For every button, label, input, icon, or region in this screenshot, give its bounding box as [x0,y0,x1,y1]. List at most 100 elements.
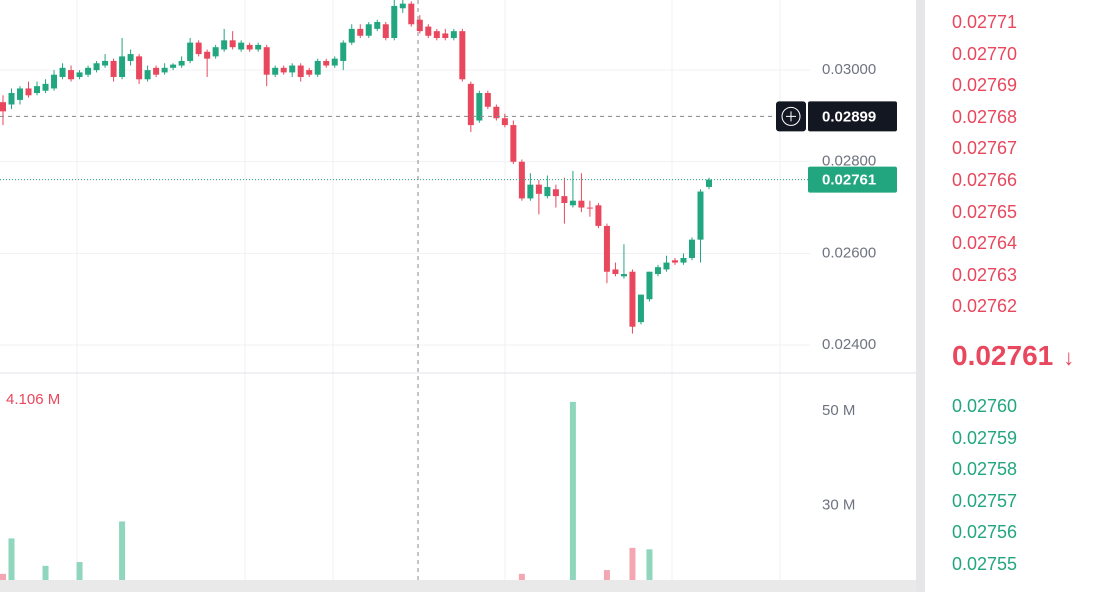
y-tick-label: 0.02800 [822,153,876,170]
vertical-grid [76,0,781,580]
candle-body [212,47,219,57]
candle-body [416,19,423,32]
candle-body [620,274,627,277]
candle-body [263,47,270,75]
candle-body [476,93,483,121]
candle-body [161,67,168,73]
volume-bar [8,538,15,580]
candle-body [289,65,296,73]
candle-body [323,60,330,66]
candle-body [612,269,619,275]
ask-price[interactable]: 0.02766 [952,170,1018,190]
candle-body [697,191,704,240]
candle-body [663,262,670,270]
candle-body [603,225,610,272]
candle-body [297,65,304,77]
candle-body [442,33,449,39]
candle-body [331,58,338,66]
candle-body [518,161,525,199]
last-price-value: 0.02761 [952,340,1054,371]
candle-body [280,67,287,73]
candle-body [433,31,440,39]
candle-body [25,88,32,96]
candle-body [391,5,398,39]
volume-bar [569,401,576,580]
candle-body [59,67,66,77]
candle-body [229,40,236,48]
candle-body [595,205,602,226]
divider [916,0,925,592]
y-tick-label: 0.02400 [822,336,876,353]
candle-body [17,88,24,100]
crosshair-price-label: 0.02899 [822,108,876,125]
candle-body [467,83,474,126]
direction-arrow: ↓ [1063,345,1075,370]
candle-body [399,3,406,9]
plus-icon-cross [786,111,796,122]
candle-body [561,196,568,203]
bid-price[interactable]: 0.02757 [952,490,1018,511]
candle-body [484,93,491,107]
candle-body [544,186,551,197]
volume-bar [42,565,49,580]
candle-body [153,67,160,75]
candle-body [144,70,151,80]
bid-price[interactable]: 0.02758 [952,459,1018,480]
candle-body [569,200,576,206]
candle-body [136,56,143,80]
ask-price[interactable]: 0.02763 [952,264,1018,285]
candle-body [238,42,245,50]
candle-body [119,56,126,77]
candle-body [348,28,355,43]
volume-bar [646,549,653,580]
candle-body [680,257,687,263]
candle-body [493,106,500,119]
plus-icon [781,106,801,126]
candle-body [8,93,15,105]
ask-price[interactable]: 0.02767 [952,138,1018,159]
candle-body [527,184,534,199]
candle-body [629,271,636,327]
candle-body [365,24,372,36]
candle-body [314,60,321,75]
order-book: 0.02761 ↓ 0.02771 0.02770 0.02769 0.02768 0.0… [925,0,1119,592]
candle-body [459,31,466,80]
candle-body [340,42,347,61]
candle-body [204,51,211,59]
ask-price[interactable]: 0.02771 [952,12,1018,32]
volume-label: 4.106 M [6,391,60,408]
candle-body [34,86,41,94]
ask-price[interactable]: 0.02769 [952,75,1018,96]
candle-body [127,54,134,61]
candle-body [501,118,508,126]
ask-price[interactable]: 0.02765 [952,201,1018,222]
bid-price[interactable]: 0.02756 [952,522,1018,543]
candle-body [374,21,381,29]
volume-tick-label: 50 M [822,402,855,419]
last-price-label: 0.02761 [822,172,876,189]
y-tick-label: 0.03000 [822,61,876,78]
candle-body [646,271,653,300]
bid-price[interactable]: 0.02759 [952,427,1018,448]
bid-price[interactable]: 0.02755 [952,554,1018,574]
chart: 0.03000 0.02800 0.02600 0.02400 50 M 30 M 4.1… [0,0,916,592]
candle-body [221,40,228,50]
ask-price[interactable]: 0.02762 [952,296,1018,317]
price-axis: 0.03000 0.02800 0.02600 0.02400 50 M 30 M [822,61,876,513]
ask-price[interactable]: 0.02764 [952,233,1018,254]
candle-body [68,70,75,80]
candle-body [586,207,593,209]
bid-price[interactable]: 0.02760 [952,396,1018,416]
volume-bar [518,573,525,580]
volume-bar [0,573,6,580]
candle-body [578,200,585,208]
candle-body [187,42,194,61]
ask-price[interactable]: 0.02768 [952,106,1018,127]
volume-bar [76,562,83,580]
candle-body [51,74,58,89]
candle-body [408,3,415,25]
candle-body [272,67,279,75]
ask-price[interactable]: 0.02770 [952,43,1018,64]
candle-body [110,60,117,77]
